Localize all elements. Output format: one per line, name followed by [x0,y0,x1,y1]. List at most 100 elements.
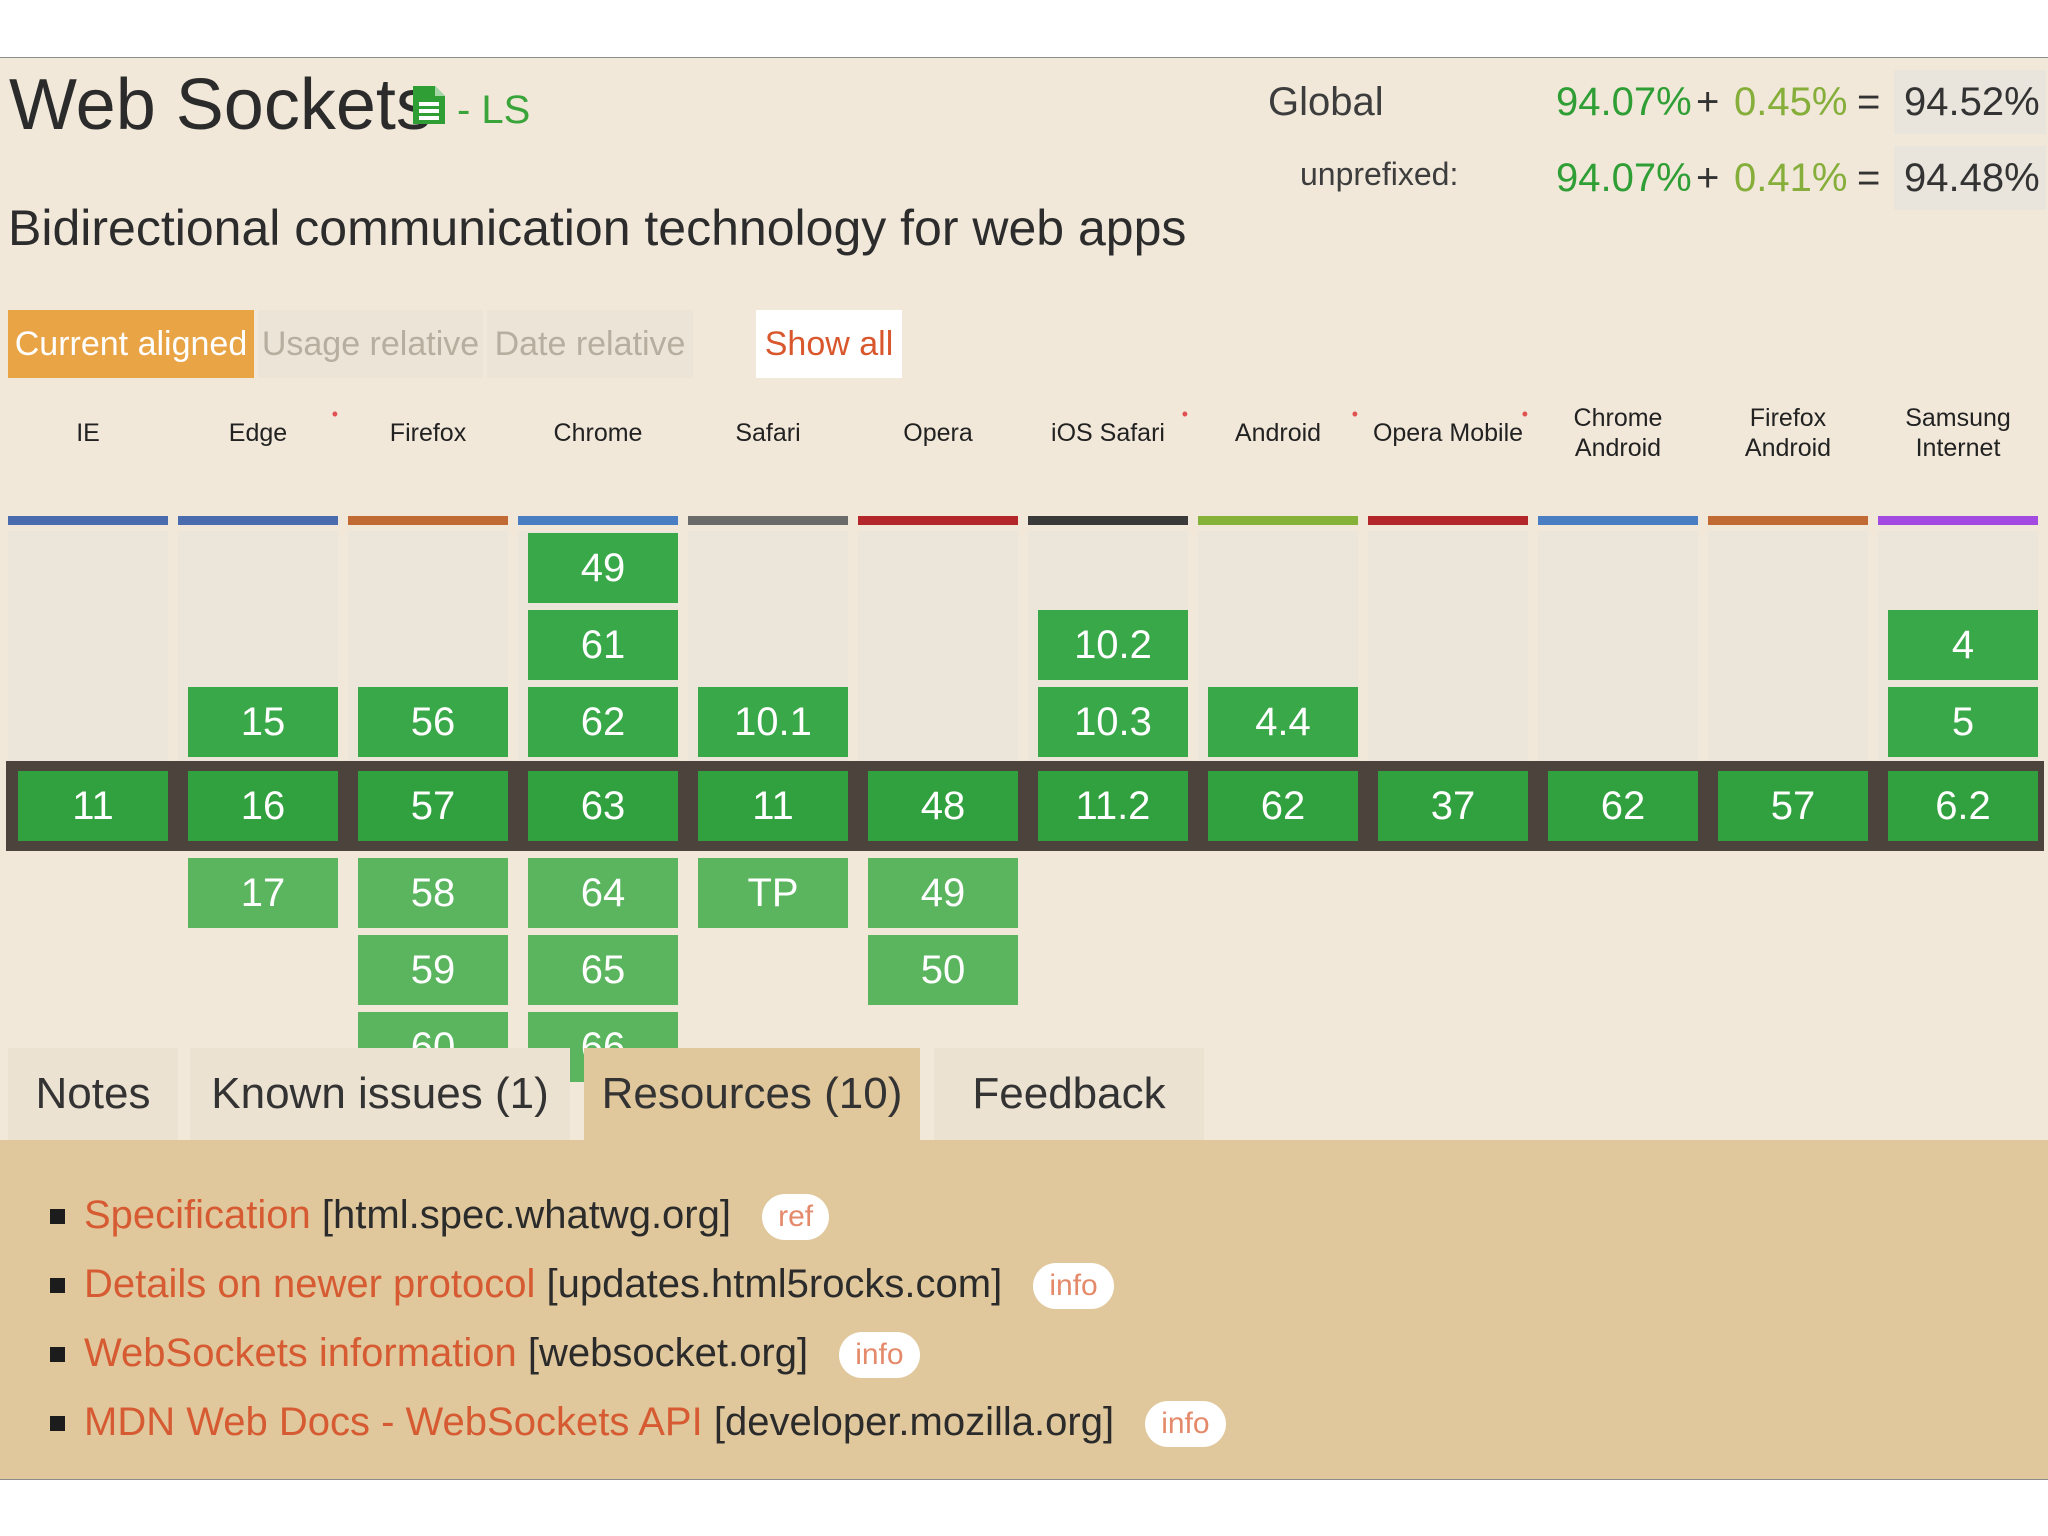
browser-column-bg [1368,531,1528,761]
browser-header[interactable]: Firefox Android [1708,393,1868,473]
browser-color-bar [1028,516,1188,525]
version-cell-past[interactable]: 61 [528,610,678,680]
feature-description: Bidirectional communication technology f… [8,200,1187,256]
browser-color-bar [1708,516,1868,525]
browser-header[interactable]: Android • [1198,393,1358,473]
version-cell-current[interactable]: 11 [18,771,168,841]
global-partial-pct: 0.45% [1734,80,1848,124]
date-relative-button[interactable]: Date relative [487,310,693,378]
version-cell-current[interactable]: 57 [358,771,508,841]
browser-header[interactable]: iOS Safari • [1028,393,1188,473]
version-cell-future[interactable]: 58 [358,858,508,928]
version-cell-past[interactable]: 10.2 [1038,610,1188,680]
version-cell-current[interactable]: 16 [188,771,338,841]
version-cell-current[interactable]: 11.2 [1038,771,1188,841]
resource-badge[interactable]: info [839,1332,920,1379]
browser-header[interactable]: Safari [688,393,848,473]
browser-name: Firefox Android [1744,404,1832,462]
note-indicator-icon: • [1351,404,1358,424]
version-cell-future[interactable]: 65 [528,935,678,1005]
browser-header[interactable]: Chrome [518,393,678,473]
resource-link[interactable]: Specification [84,1193,311,1237]
global-supported-pct: 94.07% [1556,80,1692,124]
plus-sign: + [1696,80,1720,124]
version-cell-past[interactable]: 49 [528,533,678,603]
version-cell-past[interactable]: 10.3 [1038,687,1188,757]
browser-name: iOS Safari [1051,419,1165,447]
note-indicator-icon: • [331,404,338,424]
resources-panel: Specification [html.spec.whatwg.org] ref… [0,1140,2048,1479]
unprefixed-usage-label: unprefixed: [1300,156,1459,192]
browser-name: Opera Mobile [1372,419,1524,447]
version-cell-current[interactable]: 62 [1208,771,1358,841]
resource-domain: [websocket.org] [527,1331,809,1375]
browser-header[interactable]: IE [8,393,168,473]
version-cell-past[interactable]: 56 [358,687,508,757]
spec-document-icon[interactable] [413,86,445,124]
current-version-row [6,761,2044,851]
browser-color-bar [1368,516,1528,525]
resource-badge[interactable]: info [1033,1263,1114,1310]
version-cell-current[interactable]: 57 [1718,771,1868,841]
browser-name: IE [76,419,100,447]
tab-known-issues[interactable]: Known issues (1) [190,1048,570,1140]
current-aligned-button[interactable]: Current aligned [8,310,254,378]
version-cell-past[interactable]: 5 [1888,687,2038,757]
show-all-button[interactable]: Show all [756,310,902,378]
version-cell-future[interactable]: 59 [358,935,508,1005]
resource-domain: [html.spec.whatwg.org] [321,1193,731,1237]
browser-name: Android [1234,419,1322,447]
browser-header[interactable]: Firefox [348,393,508,473]
equals-sign: = [1857,80,1881,124]
tab-notes[interactable]: Notes [8,1048,178,1140]
unprefixed-total-pct: 94.48% [1894,146,2046,210]
version-cell-future[interactable]: TP [698,858,848,928]
version-cell-current[interactable]: 48 [868,771,1018,841]
browser-name: Edge [228,419,288,447]
note-indicator-icon: • [1521,404,1528,424]
browser-header[interactable]: Opera [858,393,1018,473]
plus-sign: + [1696,156,1720,200]
browser-color-bar [1198,516,1358,525]
version-cell-past[interactable]: 15 [188,687,338,757]
version-cell-past[interactable]: 10.1 [698,687,848,757]
unprefixed-partial-pct: 0.41% [1734,156,1848,200]
version-cell-past[interactable]: 62 [528,687,678,757]
version-cell-current[interactable]: 11 [698,771,848,841]
tab-resources[interactable]: Resources (10) [584,1048,920,1140]
browser-header[interactable]: Opera Mobile • [1368,393,1528,473]
resource-link[interactable]: MDN Web Docs - WebSockets API [84,1400,703,1444]
resource-badge[interactable]: info [1145,1401,1226,1448]
version-cell-current[interactable]: 37 [1378,771,1528,841]
browser-column-bg [858,531,1018,761]
version-cell-future[interactable]: 50 [868,935,1018,1005]
version-cell-past[interactable]: 4.4 [1208,687,1358,757]
browser-color-bar [688,516,848,525]
resource-badge[interactable]: ref [762,1194,830,1241]
browser-header[interactable]: Chrome Android [1538,393,1698,473]
version-cell-future[interactable]: 49 [868,858,1018,928]
version-cell-current[interactable]: 6.2 [1888,771,2038,841]
usage-relative-button[interactable]: Usage relative [258,310,483,378]
browser-name: Chrome Android [1573,404,1663,462]
version-cell-current[interactable]: 63 [528,771,678,841]
browser-name: Safari [735,419,801,447]
version-cell-future[interactable]: 17 [188,858,338,928]
browser-name: Samsung Internet [1905,404,2011,462]
equals-sign: = [1857,156,1881,200]
browser-name: Chrome [553,419,643,447]
bullet-icon [50,1416,65,1431]
browser-header[interactable]: Samsung Internet [1878,393,2038,473]
resource-link[interactable]: Details on newer protocol [84,1262,536,1306]
resource-link[interactable]: WebSockets information [84,1331,517,1375]
browser-column-bg [1708,531,1868,761]
version-cell-past[interactable]: 4 [1888,610,2038,680]
browser-column-bg [8,531,168,761]
browser-header[interactable]: Edge • [178,393,338,473]
browser-name: Firefox [389,419,467,447]
version-cell-future[interactable]: 64 [528,858,678,928]
tab-feedback[interactable]: Feedback [934,1048,1204,1140]
version-cell-current[interactable]: 62 [1548,771,1698,841]
browser-name: Opera [903,419,973,447]
spec-status-code[interactable]: - LS [457,88,531,132]
